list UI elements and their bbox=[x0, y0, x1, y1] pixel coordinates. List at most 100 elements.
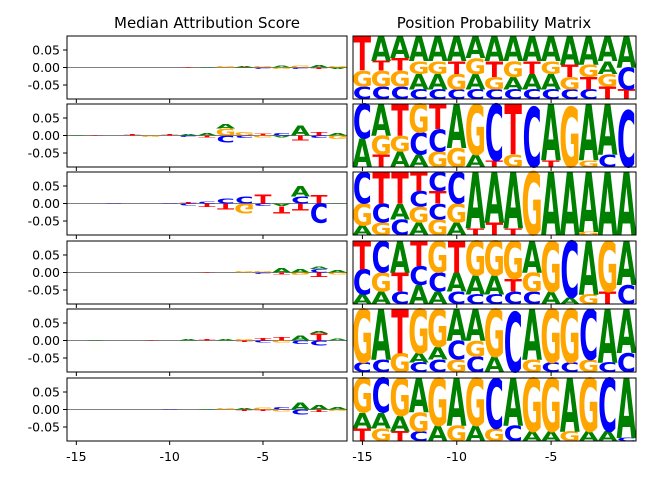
logo-letter-T: T bbox=[429, 189, 447, 209]
y-tick-label: -0.05 bbox=[28, 214, 60, 229]
logo-letter-G: G bbox=[559, 294, 580, 379]
logo-letter-A: A bbox=[541, 88, 561, 179]
logo-letter-A: A bbox=[541, 429, 561, 444]
y-tick-label: 0.00 bbox=[32, 265, 60, 280]
logo-letter-A: A bbox=[616, 229, 636, 299]
logo-letter-G: G bbox=[389, 368, 410, 429]
logo-letter-T: T bbox=[311, 131, 329, 137]
y-tick-label: 0.00 bbox=[32, 196, 60, 211]
logo-letter-A: A bbox=[216, 123, 235, 130]
x-tick-label-right: -5 bbox=[545, 449, 557, 464]
logo-letter-C: C bbox=[428, 87, 447, 102]
logo-letter-G: G bbox=[597, 229, 618, 309]
logo-letter-T: T bbox=[391, 268, 409, 298]
logo-letter-C: C bbox=[560, 87, 579, 102]
logo-letter-A: A bbox=[447, 31, 467, 71]
logo-letter-C: C bbox=[161, 409, 179, 410]
logo-letter-C: C bbox=[310, 134, 328, 139]
logo-letter-T: T bbox=[236, 340, 253, 342]
logo-letter-T: T bbox=[391, 297, 409, 367]
logo-letter-G: G bbox=[540, 229, 561, 309]
logo-letter-A: A bbox=[428, 344, 448, 364]
ppm-row-1: CGTCGTACGTACAGACAGACGTACAGACGTACAGACATAC… bbox=[352, 27, 637, 104]
logo-letter-C: C bbox=[409, 187, 428, 212]
logo-letter-G: G bbox=[253, 407, 273, 410]
y-tick-label: 0.05 bbox=[32, 43, 60, 58]
logo-letter-G: G bbox=[327, 134, 347, 140]
logo-letter-G: G bbox=[371, 131, 392, 161]
logo-letter-A: A bbox=[328, 67, 348, 69]
logo-letter-G: G bbox=[427, 215, 448, 240]
logo-letter-G: G bbox=[234, 131, 254, 137]
logo-letter-G: G bbox=[215, 408, 235, 410]
logo-letter-C: C bbox=[560, 225, 579, 316]
logo-letter-C: C bbox=[579, 87, 598, 102]
logo-letter-A: A bbox=[85, 340, 105, 341]
logo-letter-C: C bbox=[372, 199, 391, 229]
logo-letter-T: T bbox=[311, 332, 328, 343]
logo-letter-T: T bbox=[273, 204, 290, 215]
logo-letter-A: A bbox=[484, 352, 505, 377]
logo-letter-C: C bbox=[523, 93, 542, 187]
logo-letter-A: A bbox=[560, 28, 580, 74]
logo-letter-C: C bbox=[409, 360, 428, 375]
logo-letter-A: A bbox=[328, 338, 348, 341]
logo-letter-T: T bbox=[618, 87, 636, 102]
logo-letter-C: C bbox=[428, 123, 447, 159]
logo-letter-A: A bbox=[560, 296, 580, 306]
panel-frame bbox=[352, 35, 637, 100]
logo-letter-A: A bbox=[428, 31, 448, 71]
logo-letter-A: A bbox=[371, 297, 391, 377]
x-tick-label-right: -15 bbox=[352, 449, 372, 464]
logo-letter-T: T bbox=[143, 340, 160, 341]
logo-letter-A: A bbox=[235, 408, 255, 410]
logo-letter-A: A bbox=[598, 92, 618, 172]
logo-letter-A: A bbox=[503, 31, 523, 71]
logo-letter-A: A bbox=[503, 365, 523, 441]
x-tick-label-left: -5 bbox=[257, 449, 269, 464]
logo-letter-T: T bbox=[255, 409, 272, 411]
logo-letter-A: A bbox=[328, 203, 348, 204]
logo-letter-A: A bbox=[179, 134, 199, 136]
logo-letter-C: C bbox=[541, 87, 560, 102]
logo-letter-T: T bbox=[292, 134, 310, 142]
logo-letter-G: G bbox=[446, 421, 467, 446]
logo-letter-G: G bbox=[271, 409, 291, 412]
logo-letter-G: G bbox=[327, 66, 347, 68]
logo-letter-G: G bbox=[427, 147, 448, 172]
logo-letter-G: G bbox=[522, 156, 543, 256]
logo-letter-C: C bbox=[310, 339, 328, 347]
logo-letter-T: T bbox=[311, 271, 329, 278]
right-panel-title: Position Probability Matrix bbox=[397, 14, 592, 32]
logo-letter-A: A bbox=[291, 401, 311, 412]
logo-letter-G: G bbox=[327, 409, 347, 411]
logo-letter-A: A bbox=[67, 135, 87, 136]
logo-letter-A: A bbox=[216, 339, 236, 341]
logo-letter-T: T bbox=[199, 272, 216, 273]
logo-letter-G: G bbox=[352, 66, 373, 91]
logo-letter-T: T bbox=[87, 135, 104, 136]
logo-letter-A: A bbox=[390, 412, 411, 437]
logo-letter-G: G bbox=[215, 127, 235, 138]
logo-letter-C: C bbox=[466, 352, 485, 377]
y-tick-label: -0.05 bbox=[28, 78, 60, 93]
logo-letter-G: G bbox=[408, 297, 429, 367]
logo-letter-C: C bbox=[353, 165, 372, 215]
logo-letter-C: C bbox=[372, 369, 391, 424]
logo-letter-A: A bbox=[291, 335, 311, 343]
logo-letter-G: G bbox=[371, 268, 392, 298]
logo-letter-A: A bbox=[484, 271, 504, 301]
y-tick-label: 0.00 bbox=[32, 333, 60, 348]
panel-frame bbox=[352, 103, 637, 168]
logo-letter-C: C bbox=[447, 165, 466, 215]
logo-letter-G: G bbox=[141, 135, 161, 137]
logo-letter-G: G bbox=[522, 363, 543, 448]
logo-letter-A: A bbox=[579, 88, 599, 179]
logo-letter-G: G bbox=[234, 339, 254, 341]
logo-letter-G: G bbox=[559, 429, 580, 444]
logo-letter-A: A bbox=[616, 297, 636, 367]
logo-letter-C: C bbox=[466, 87, 485, 102]
